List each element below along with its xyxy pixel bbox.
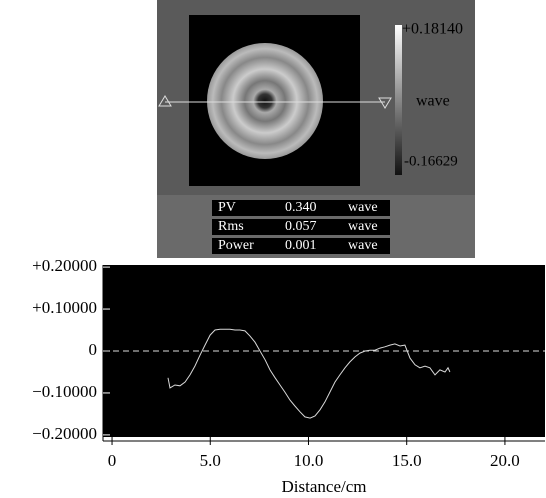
stats-cell: Power: [218, 238, 254, 253]
interferogram: [207, 43, 323, 159]
y-tick-label: +0.20000: [32, 256, 97, 275]
stats-row: [212, 200, 390, 216]
stats-cell: 0.001: [285, 238, 317, 253]
x-tick-label: 20.0: [490, 451, 520, 470]
colorbar: [395, 25, 402, 175]
stats-cell: 0.057: [285, 219, 317, 234]
y-tick-label: −0.20000: [32, 424, 97, 443]
x-tick-label: 5.0: [200, 451, 221, 470]
profile-chart: Distance/cm +0.20000 +0.10000 0 −0.10000 −0.…: [32, 256, 545, 496]
stats-cell: 0.340: [285, 200, 317, 215]
x-tick-label: 15.0: [392, 451, 422, 470]
y-tick-label: −0.10000: [32, 382, 97, 401]
y-tick-label: 0: [89, 340, 98, 359]
profile-end: [378, 97, 392, 109]
stats-cell: Rms: [218, 219, 244, 234]
stats-row: [212, 238, 390, 254]
stats-row: [212, 219, 390, 235]
colorbar-min: -0.16629: [404, 153, 458, 169]
profile-line: [167, 328, 451, 419]
x-tick-label: 0: [108, 451, 117, 470]
stats-cell: wave: [348, 219, 378, 234]
stats-cell: wave: [348, 238, 378, 253]
y-tick-label: +0.10000: [32, 298, 97, 317]
stats-table: PV 0.340 wave Rms 0.057 wave Power 0.001 wave: [212, 200, 390, 254]
stats-cell: PV: [218, 200, 236, 215]
profile-start: [158, 95, 172, 107]
colorbar-max: +0.18140: [402, 21, 463, 38]
x-tick-label: 10.0: [294, 451, 324, 470]
stats-cell: wave: [348, 200, 378, 215]
colorbar-unit: wave: [416, 93, 450, 110]
x-axis-label: Distance/cm: [282, 477, 367, 496]
